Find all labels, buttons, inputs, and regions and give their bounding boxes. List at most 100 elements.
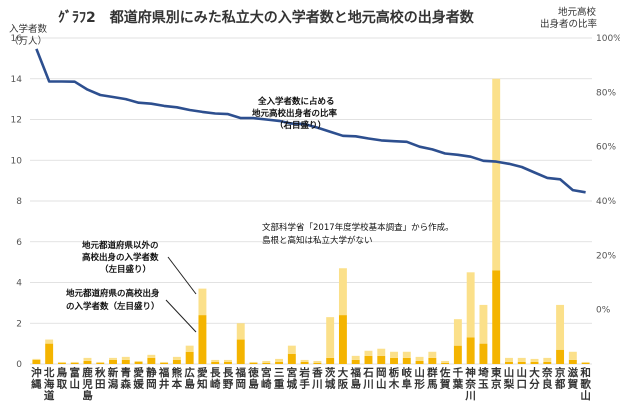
- category-label: 埼: [478, 366, 489, 379]
- source-note-2: 島根と高知は私立大学がない: [262, 235, 373, 246]
- bar-local: [249, 362, 258, 364]
- outside-annotation-leader: [167, 256, 197, 295]
- category-label: 宮: [287, 366, 298, 379]
- bar-local: [479, 343, 488, 364]
- category-label: 川: [464, 390, 476, 402]
- local-annotation-2: の入学者数（左目盛り）: [66, 301, 160, 312]
- category-label: 大: [529, 366, 540, 379]
- category-label: 岡: [376, 367, 387, 379]
- local-annotation-1: 地元都道府県の高校出身: [66, 288, 160, 299]
- right-tick-label: 100%: [596, 34, 620, 44]
- category-label: 愛: [197, 366, 208, 379]
- bar-local: [581, 362, 590, 364]
- ratio-series-line: [35, 48, 586, 194]
- bar-outside: [517, 357, 526, 362]
- bar-local: [236, 339, 245, 364]
- bar-local: [492, 270, 501, 364]
- category-label: 賀: [567, 378, 579, 391]
- category-label: 媛: [132, 378, 144, 391]
- category-label: 富: [69, 366, 80, 379]
- bar-local: [338, 315, 347, 364]
- ratio-line: [35, 48, 586, 194]
- left-axis-label-line1: 入学者数: [9, 23, 48, 35]
- bar-local: [517, 361, 526, 364]
- category-label: 千: [453, 366, 464, 379]
- bar-outside: [45, 339, 54, 344]
- category-label: 岐: [402, 366, 413, 379]
- bar-local: [160, 362, 169, 364]
- category-label: 梨: [503, 378, 515, 391]
- bar-local: [45, 343, 54, 364]
- bar-local: [300, 361, 309, 364]
- bar-local: [415, 360, 424, 364]
- bar-outside: [556, 304, 565, 350]
- category-label: 長: [223, 367, 234, 379]
- category-label: 山: [504, 366, 515, 379]
- bar-outside: [211, 359, 220, 362]
- bar-outside: [121, 356, 130, 360]
- bar-outside: [262, 360, 271, 363]
- bar-local: [57, 362, 66, 364]
- category-label: 崎: [210, 378, 221, 391]
- left-tick-label: 16: [11, 34, 23, 44]
- category-label: 福: [235, 366, 247, 379]
- category-label: 神: [465, 366, 476, 379]
- line-annotation-2: 地元高校出身者の比率: [252, 108, 338, 119]
- category-label: 良: [542, 378, 553, 391]
- category-label: 栃: [389, 366, 400, 379]
- bar-outside: [96, 361, 105, 363]
- category-label: 愛: [133, 366, 144, 379]
- bar-outside: [402, 351, 411, 358]
- bar-local: [351, 359, 360, 364]
- outside-annotation-1: 地元都道府県以外の: [82, 240, 159, 251]
- left-tick-label: 0: [16, 360, 22, 370]
- bar-outside: [83, 357, 92, 361]
- bar-outside: [377, 348, 386, 356]
- bar-local: [275, 361, 284, 364]
- category-label: 福: [349, 366, 361, 379]
- category-label: 島: [184, 378, 195, 391]
- category-label: 道: [44, 389, 55, 402]
- bar-local: [390, 357, 398, 364]
- bar-local: [70, 362, 79, 364]
- category-label: 城: [287, 378, 298, 391]
- bar-local: [466, 337, 475, 364]
- category-label: 都: [554, 378, 566, 391]
- category-label: 賀: [439, 378, 451, 391]
- category-label: 潟: [108, 378, 119, 391]
- right-tick-label: 80%: [596, 88, 616, 98]
- category-label: 森: [120, 378, 132, 391]
- bar-outside: [453, 319, 462, 346]
- category-label: 滋: [568, 366, 579, 379]
- category-label: 井: [159, 378, 170, 391]
- line-annotation-3: （右目盛り）: [275, 120, 326, 131]
- bar-outside: [530, 358, 539, 362]
- category-label: 児: [81, 378, 93, 391]
- category-label: 熊: [172, 366, 183, 379]
- category-label: 青: [121, 366, 132, 379]
- category-label: 取: [57, 379, 68, 391]
- left-axis-label-line2: （万人）: [9, 35, 47, 47]
- category-label: 分: [529, 378, 540, 391]
- bar-outside: [70, 361, 79, 363]
- bar-outside: [415, 356, 424, 361]
- bar-outside: [505, 357, 513, 362]
- category-label: 城: [325, 378, 336, 391]
- bar-outside: [147, 354, 156, 358]
- bar-outside: [32, 358, 41, 360]
- bar-outside: [236, 323, 245, 340]
- right-tick-label: 0%: [596, 306, 611, 316]
- category-label: 東: [491, 366, 502, 379]
- bar-outside: [300, 359, 309, 362]
- category-label: 北: [44, 366, 55, 379]
- category-label: 山: [376, 378, 387, 391]
- category-label: 群: [427, 366, 438, 379]
- bar-local: [364, 355, 373, 364]
- bar-local: [453, 345, 462, 364]
- right-axis-ticks: 0% 20% 40% 60% 80% 100%: [596, 34, 620, 316]
- bar-outside: [326, 317, 335, 358]
- category-label: 佐: [439, 366, 451, 379]
- category-label: 香: [311, 366, 323, 379]
- bar-outside: [160, 361, 169, 363]
- bar-outside: [466, 272, 475, 338]
